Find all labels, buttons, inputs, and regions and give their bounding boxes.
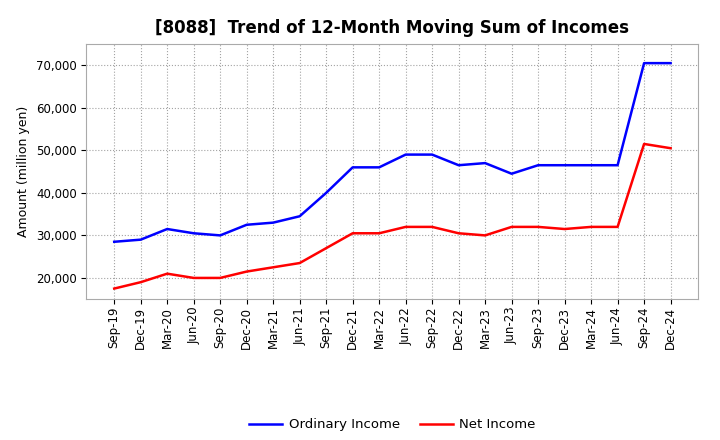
Ordinary Income <box>110 239 119 244</box>
Net Income <box>508 224 516 230</box>
Net Income <box>666 146 675 151</box>
Net Income <box>163 271 171 276</box>
Net Income <box>454 231 463 236</box>
Ordinary Income <box>640 60 649 66</box>
Ordinary Income <box>269 220 277 225</box>
Ordinary Income <box>666 60 675 66</box>
Ordinary Income <box>216 233 225 238</box>
Net Income <box>295 260 304 266</box>
Ordinary Income <box>587 162 595 168</box>
Net Income <box>269 265 277 270</box>
Ordinary Income <box>560 162 569 168</box>
Net Income <box>110 286 119 291</box>
Net Income <box>136 279 145 285</box>
Net Income <box>534 224 542 230</box>
Y-axis label: Amount (million yen): Amount (million yen) <box>17 106 30 237</box>
Ordinary Income <box>401 152 410 157</box>
Net Income <box>401 224 410 230</box>
Legend: Ordinary Income, Net Income: Ordinary Income, Net Income <box>244 413 541 436</box>
Ordinary Income <box>481 161 490 166</box>
Net Income <box>216 275 225 281</box>
Net Income <box>587 224 595 230</box>
Net Income <box>322 246 330 251</box>
Net Income <box>613 224 622 230</box>
Net Income <box>481 233 490 238</box>
Ordinary Income <box>163 226 171 231</box>
Ordinary Income <box>428 152 436 157</box>
Net Income <box>375 231 384 236</box>
Ordinary Income <box>348 165 357 170</box>
Ordinary Income <box>322 190 330 195</box>
Ordinary Income <box>375 165 384 170</box>
Net Income <box>243 269 251 274</box>
Net Income <box>428 224 436 230</box>
Line: Net Income: Net Income <box>114 144 670 289</box>
Ordinary Income <box>454 162 463 168</box>
Net Income <box>640 141 649 147</box>
Ordinary Income <box>295 214 304 219</box>
Title: [8088]  Trend of 12-Month Moving Sum of Incomes: [8088] Trend of 12-Month Moving Sum of I… <box>156 19 629 37</box>
Ordinary Income <box>189 231 198 236</box>
Ordinary Income <box>136 237 145 242</box>
Net Income <box>560 226 569 231</box>
Ordinary Income <box>508 171 516 176</box>
Net Income <box>189 275 198 281</box>
Net Income <box>348 231 357 236</box>
Ordinary Income <box>243 222 251 227</box>
Line: Ordinary Income: Ordinary Income <box>114 63 670 242</box>
Ordinary Income <box>613 162 622 168</box>
Ordinary Income <box>534 162 542 168</box>
